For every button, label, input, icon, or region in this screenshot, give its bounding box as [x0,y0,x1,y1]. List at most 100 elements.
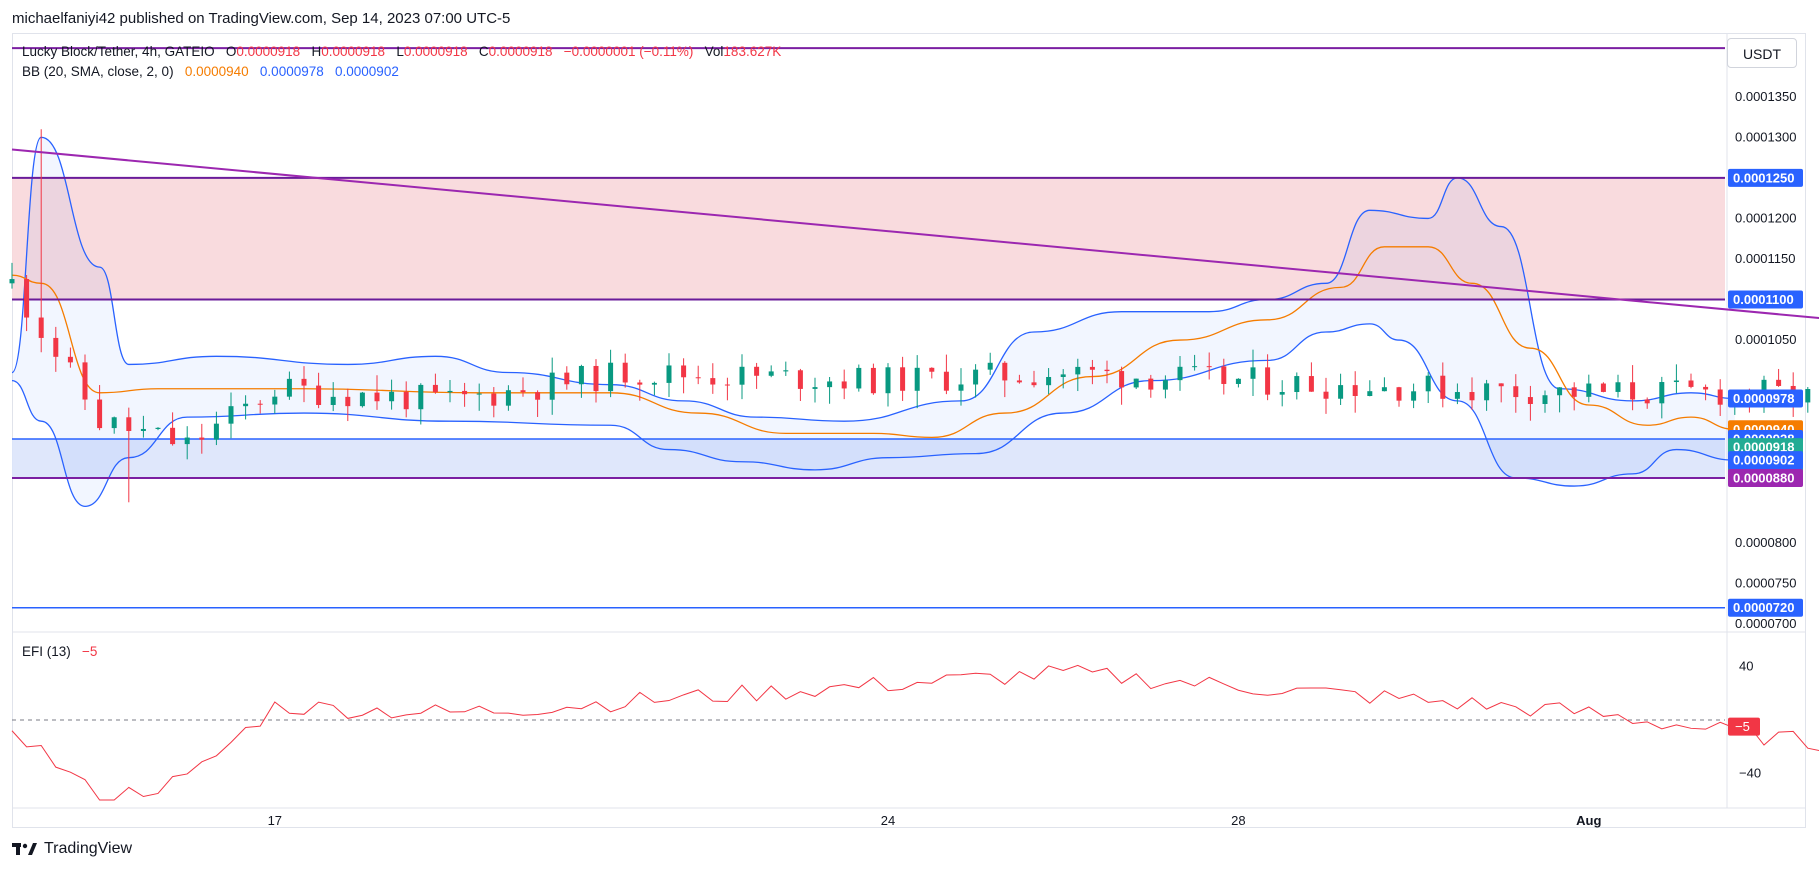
candle-body [841,381,847,389]
candle-body [1411,391,1417,401]
price-tick-label: 0.0000800 [1735,535,1796,550]
candle-body [797,370,803,389]
candle-body [535,392,541,400]
candle-body [1396,387,1402,401]
candle-body [213,423,219,440]
candle-body [929,367,935,372]
price-label-text: 0.0000902 [1733,453,1794,468]
candle-body [812,387,818,389]
candle-body [1060,374,1066,377]
publisher-line: michaelfaniyi42 published on TradingView… [12,10,511,27]
efi-label: EFI (13) [22,644,71,659]
bb-lower-line [11,323,1735,507]
candle-body [418,384,424,410]
price-label-box [1728,598,1803,617]
efi-tick-label: −40 [1739,765,1761,780]
price-label-box [1728,451,1803,470]
candle-body [491,393,497,406]
candle-body [286,378,292,397]
resistance-zone [12,177,1725,300]
candle-body [1119,371,1125,388]
candle-body [1367,391,1373,396]
candle-body [272,396,278,405]
bb-label: BB (20, SMA, close, 2, 0) [22,64,174,79]
candle-body [987,362,993,370]
candle-body [870,367,876,394]
candle-body [1265,367,1271,395]
volume-value: 183.627K [723,44,782,59]
tradingview-icon [12,843,37,855]
price-tick-label: 0.0001050 [1735,332,1796,347]
candle-body [739,366,745,385]
candle-body [228,406,234,424]
candle-body [1104,369,1110,372]
candle-body [243,403,249,407]
candle-body [1805,388,1811,403]
efi-line [11,664,1819,801]
candle-body [1761,379,1767,398]
bb-legend: BB (20, SMA, close, 2, 0) 0.0000940 0.00… [22,64,399,79]
candle-body [1192,366,1198,368]
open-label: O [225,44,237,59]
candle-body [389,391,395,402]
candle-body [900,367,906,391]
candle-body [1046,376,1052,386]
price-label-text: 0.0001100 [1733,292,1794,307]
price-tick-label: 0.0001350 [1735,89,1796,104]
candle-body [1177,366,1183,381]
candle-body [710,378,716,385]
candle-body [973,369,979,385]
price-label-box [1728,468,1803,487]
low-value: 0.0000918 [403,44,468,59]
candle-body [199,437,205,440]
bb-basis-line [11,246,1735,439]
efi-tick-label: 40 [1739,659,1753,674]
candle-body [359,392,365,407]
candle-body [564,372,570,385]
candle-body [1659,382,1665,404]
price-label-box [1728,290,1803,309]
candle-body [608,362,614,392]
efi-value-box [1728,717,1760,736]
efi-legend: EFI (13) −5 [22,644,97,659]
bb-upper-value: 0.0000978 [259,64,324,79]
time-tick-label: 28 [1231,813,1245,828]
candle-body [1206,366,1212,368]
price-tick-label: 0.0000750 [1735,575,1796,590]
bb-upper-line [11,136,1735,422]
high-value: 0.0000918 [321,44,386,59]
open-value: 0.0000918 [236,44,301,59]
candle-body [1776,379,1782,386]
bb-fill [12,137,1735,507]
candle-body [67,356,73,363]
candle-body [1498,383,1504,387]
price-label-text: 0.0001250 [1733,170,1794,185]
candle-body [666,365,672,383]
candle-body [301,378,307,386]
support-zone [12,439,1725,478]
time-tick-label: 24 [881,813,895,828]
time-tick-label: Aug [1576,813,1601,828]
candle-body [462,390,468,395]
candle-body [1513,386,1519,398]
candle-body [1425,375,1431,392]
candle-body [155,427,161,429]
candle-body [53,337,59,357]
tradingview-logo[interactable]: TradingView [12,838,132,860]
candle-body [170,427,176,445]
candle-body [1250,367,1256,379]
candle-body [38,317,44,338]
candle-body [184,437,190,445]
candle-body [695,377,701,379]
candle-body [958,384,964,391]
candle-body [1089,366,1095,370]
candle-body [827,381,833,388]
candle-body [681,365,687,378]
price-tick-label: 0.0001300 [1735,129,1796,144]
efi-value-text: −5 [1735,719,1750,734]
candle-body [257,403,263,405]
currency-button[interactable]: USDT [1727,38,1797,68]
candle-body [1162,380,1168,390]
candle-body [637,382,643,385]
